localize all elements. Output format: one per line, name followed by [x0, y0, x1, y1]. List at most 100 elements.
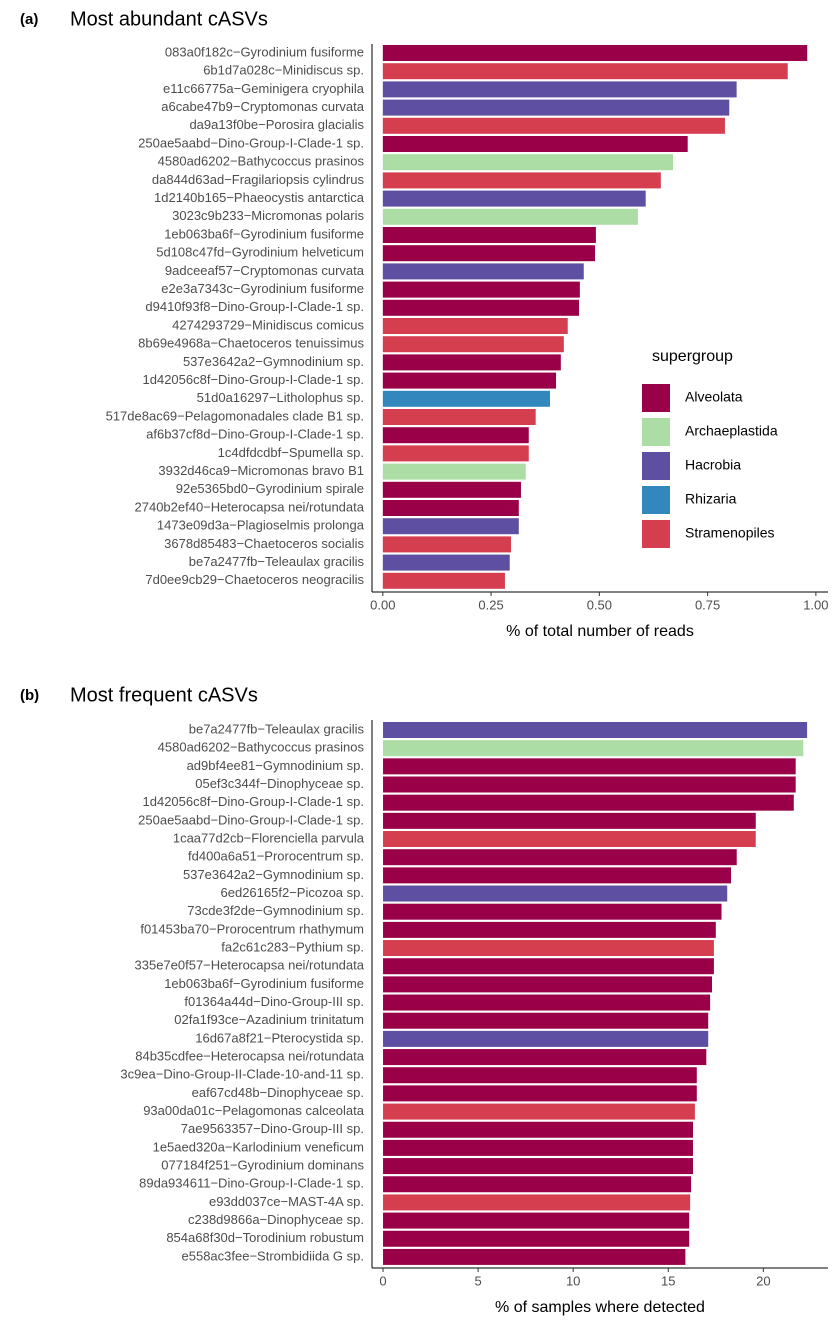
y-tick-label: be7a2477fb−Teleaulax gracilis: [189, 721, 365, 736]
y-tick-label: 3678d85483−Chaetoceros socialis: [164, 536, 364, 551]
y-tick-label: f01453ba70−Prorocentrum rhathymum: [140, 921, 364, 936]
legend-label: Alveolata: [685, 389, 743, 405]
bar: [383, 958, 714, 975]
bar: [382, 245, 596, 262]
bar: [383, 994, 711, 1011]
bar: [382, 208, 638, 225]
bar: [382, 190, 646, 207]
y-tick-label: 7d0ee9cb29−Chaetoceros neogracilis: [145, 572, 364, 587]
bar: [383, 885, 728, 902]
bar: [383, 903, 722, 920]
bar: [383, 776, 796, 793]
bar: [383, 867, 732, 884]
y-tick-label: 537e3642a2−Gymnodinium sp.: [183, 867, 364, 882]
bar: [382, 445, 529, 462]
y-tick-label: 51d0a16297−Litholophus sp.: [197, 390, 364, 405]
y-tick-label: 3023c9b233−Micromonas polaris: [172, 208, 364, 223]
bar: [382, 154, 673, 171]
bar: [382, 172, 661, 189]
bar: [383, 740, 804, 757]
legend-swatch: [642, 452, 670, 480]
y-tick-label: 8b69e4968a−Chaetoceros tenuissimus: [138, 336, 364, 351]
bar: [382, 427, 529, 444]
y-tick-label: 89da934611−Dino-Group-I-Clade-1 sp.: [139, 1176, 364, 1191]
y-tick-label: 1c4dfdcdbf−Spumella sp.: [218, 445, 364, 460]
x-tick-label: 0.00: [370, 597, 395, 612]
legend-swatch: [642, 520, 670, 548]
y-tick-label: 854a68f30d−Torodinium robustum: [166, 1230, 364, 1245]
y-tick-label: 517de8ac69−Pelagomonadales clade B1 sp.: [106, 408, 364, 423]
y-tick-label: a6cabe47b9−Cryptomonas curvata: [161, 99, 364, 114]
bar: [382, 500, 519, 516]
y-tick-label: be7a2477fb−Teleaulax gracilis: [189, 554, 365, 569]
legend-label: Hacrobia: [685, 457, 741, 473]
y-tick-label: 3c9ea−Dino-Group-II-Clade-10-and-11 sp.: [120, 1067, 364, 1082]
chart-title: Most abundant cASVs: [70, 8, 268, 30]
x-tick-label: 5: [474, 1273, 481, 1288]
bar: [383, 1230, 690, 1247]
y-tick-label: 1eb063ba6f−Gyrodinium fusiforme: [164, 976, 364, 991]
y-tick-label: 077184f251−Gyrodinium dominans: [161, 1158, 364, 1173]
y-tick-label: fd400a6a51−Prorocentrum sp.: [188, 849, 364, 864]
bar: [382, 372, 557, 389]
panel-label: (b): [20, 687, 39, 704]
bar: [383, 921, 716, 938]
y-tick-label: 6b1d7a028c−Minidiscus sp.: [203, 63, 364, 78]
bar: [382, 299, 579, 316]
y-tick-label: fa2c61c283−Pythium sp.: [221, 939, 364, 954]
bar: [382, 99, 730, 116]
x-tick-label: 0: [379, 1273, 386, 1288]
y-tick-label: 1473e09d3a−Plagioselmis prolonga: [157, 518, 365, 533]
bar: [382, 390, 550, 407]
bar: [382, 554, 510, 571]
bar: [383, 1085, 697, 1102]
y-tick-label: 1d2140b165−Phaeocystis antarctica: [154, 190, 365, 205]
y-tick-label: 537e3642a2−Gymnodinium sp.: [183, 354, 364, 369]
panel-label: (a): [20, 11, 38, 28]
y-tick-label: da9a13f0be−Porosira glacialis: [189, 117, 364, 132]
x-tick-label: 20: [756, 1273, 770, 1288]
bar: [382, 518, 519, 535]
y-tick-label: 4580ad6202−Bathycoccus prasinos: [158, 740, 365, 755]
bar: [383, 940, 714, 957]
bar: [382, 45, 808, 61]
x-tick-label: 0.25: [478, 597, 503, 612]
y-tick-label: c238d9866a−Dinophyceae sp.: [188, 1212, 364, 1227]
bar: [383, 1030, 709, 1047]
chart-title: Most frequent cASVs: [70, 684, 258, 706]
bar: [382, 463, 526, 480]
y-tick-label: 083a0f182c−Gyrodinium fusiforme: [165, 44, 364, 59]
y-tick-label: 02fa1f93ce−Azadinium trinitatum: [174, 1012, 364, 1027]
bar: [383, 1176, 692, 1193]
bar: [382, 63, 788, 80]
bar: [382, 481, 521, 498]
y-tick-label: e2e3a7343c−Gyrodinium fusiforme: [161, 281, 364, 296]
bar: [383, 1139, 693, 1156]
bar: [383, 976, 713, 993]
y-tick-label: 4274293729−Minidiscus comicus: [172, 317, 364, 332]
bar: [382, 263, 584, 280]
y-tick-label: da844d63ad−Fragilariopsis cylindrus: [152, 172, 365, 187]
legend-swatch: [642, 384, 670, 412]
bar: [382, 227, 596, 243]
x-axis-title: % of samples where detected: [495, 1299, 705, 1316]
y-tick-label: 1eb063ba6f−Gyrodinium fusiforme: [164, 226, 364, 241]
y-tick-label: 9adceeaf57−Cryptomonas curvata: [165, 263, 365, 278]
bar: [383, 831, 756, 848]
y-tick-label: ad9bf4ee81−Gymnodinium sp.: [187, 758, 364, 773]
legend-swatch: [642, 418, 670, 446]
bar: [383, 1049, 707, 1066]
y-tick-label: 1d42056c8f−Dino-Group-I-Clade-1 sp.: [143, 372, 365, 387]
y-tick-label: 6ed26165f2−Picozoa sp.: [221, 885, 364, 900]
bar: [383, 1194, 691, 1211]
bar: [383, 1158, 693, 1175]
y-tick-label: 250ae5aabd−Dino-Group-I-Clade-1 sp.: [138, 812, 364, 827]
legend-title: supergroup: [652, 348, 733, 365]
y-tick-label: 2740b2ef40−Heterocapsa nei/rotundata: [135, 499, 365, 514]
y-tick-label: eaf67cd48b−Dinophyceae sp.: [192, 1085, 364, 1100]
bar: [383, 1012, 709, 1029]
y-tick-label: e11c66775a−Geminigera cryophila: [163, 81, 365, 96]
x-tick-label: 15: [661, 1273, 675, 1288]
y-tick-label: 3932d46ca9−Micromonas bravo B1: [158, 463, 364, 478]
